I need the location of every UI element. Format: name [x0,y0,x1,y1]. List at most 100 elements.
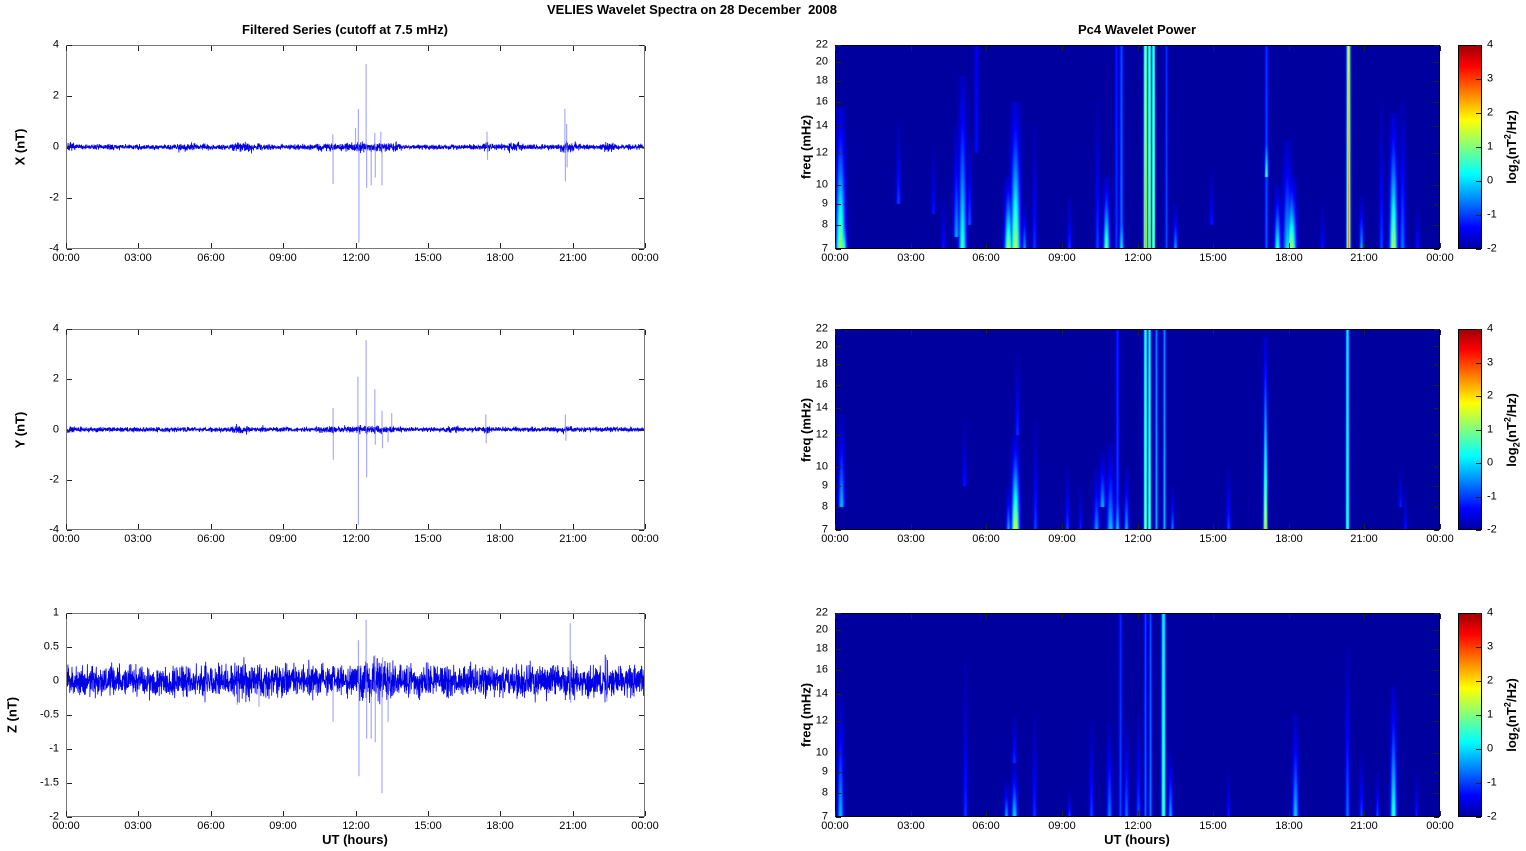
tick-mark [1062,524,1063,529]
x-tick-label: 00:00 [1426,252,1454,264]
colorbar-tick-label: 4 [1487,322,1494,335]
tick-mark [66,524,67,529]
tick-mark [1062,330,1063,335]
y-tick-label: -2 [49,473,59,486]
tick-mark [1476,783,1481,784]
colorbar-tick-label: 2 [1487,674,1494,687]
tick-mark [138,811,139,816]
x-tick-label: 18:00 [486,533,514,545]
x-tick-label: 00:00 [821,820,849,832]
tick-mark [67,749,72,750]
freq-tick-label: 12 [815,146,828,159]
left-column-title: Filtered Series (cutoff at 7.5 mHz) [242,22,448,37]
x-tick-label: 00:00 [52,533,80,545]
tick-mark [836,486,841,487]
tick-mark [283,46,284,51]
freq-tick-label: 8 [821,218,828,231]
colorbar-gradient [1458,329,1482,530]
tick-mark [1213,46,1214,51]
tick-mark [1434,329,1439,330]
tick-mark [1440,243,1441,248]
x-tick-label: 09:00 [269,252,297,264]
z-wavelet-spectrogram [835,613,1440,817]
tick-mark [1289,524,1290,529]
tick-mark [67,147,72,148]
tick-mark [573,524,574,529]
tick-mark [1434,530,1439,531]
x-tick-label: 06:00 [972,533,1000,545]
tick-mark [1476,430,1481,431]
x-tick-label: 18:00 [486,252,514,264]
tick-mark [1213,330,1214,335]
tick-mark [573,46,574,51]
x-tick-label: 00:00 [631,533,659,545]
tick-mark [1364,614,1365,619]
x-tick-label: 03:00 [124,533,152,545]
y-tick-label: 1 [52,606,59,619]
x-tick-label: 09:00 [1048,533,1076,545]
tick-mark [1440,811,1441,816]
x-tick-label: 12:00 [1124,820,1152,832]
tick-mark [67,379,72,380]
tick-mark [836,694,841,695]
tick-mark [836,249,841,250]
freq-tick-label: 8 [821,786,828,799]
tick-mark [836,753,841,754]
tick-mark [283,243,284,248]
tick-mark [1138,330,1139,335]
tick-mark [500,46,501,51]
tick-mark [1062,811,1063,816]
y-tick-label: 0 [52,140,59,153]
tick-mark [1434,81,1439,82]
colorbar-tick-label: 2 [1487,389,1494,402]
x-tick-label: 12:00 [1124,252,1152,264]
colorbar-tick-label: 0 [1487,174,1494,187]
x-tick-label: 00:00 [631,252,659,264]
tick-mark [835,243,836,248]
tick-mark [836,126,841,127]
tick-mark [1434,102,1439,103]
freq-tick-label: 22 [815,606,828,619]
freq-tick-label: 12 [815,714,828,727]
x-tick-label: 09:00 [269,533,297,545]
x-tick-label: 21:00 [1350,533,1378,545]
tick-mark [211,614,212,619]
tick-mark [1434,185,1439,186]
tick-mark [1434,62,1439,63]
freq-tick-label: 22 [815,322,828,335]
tick-mark [835,614,836,619]
colorbar-unit-label: log2(nT2/Hz) [1502,678,1522,752]
x-tick-label: 12:00 [342,533,370,545]
tick-mark [1440,524,1441,529]
tick-mark [1476,147,1481,148]
tick-mark [836,408,841,409]
x-tick-label: 15:00 [414,252,442,264]
freq-tick-label: 14 [815,401,828,414]
tick-mark [283,811,284,816]
tick-mark [836,793,841,794]
tick-mark [639,96,644,97]
x-tick-label: 21:00 [1350,252,1378,264]
freq-tick-label: 9 [821,765,828,778]
tick-mark [1476,681,1481,682]
tick-mark [1434,793,1439,794]
x-tick-label: 03:00 [124,252,152,264]
y-wavelet-spectrogram [835,329,1440,530]
x-tick-label: 00:00 [52,820,80,832]
tick-mark [911,524,912,529]
x-tick-label: 21:00 [559,533,587,545]
tick-mark [1476,79,1481,80]
freq-tick-label: 18 [815,642,828,655]
y-tick-label: 4 [52,322,59,335]
x-tick-label: 12:00 [342,820,370,832]
left-xlabel: UT (hours) [322,832,388,847]
freq-tick-label: 16 [815,95,828,108]
right-xlabel: UT (hours) [1104,832,1170,847]
tick-mark [1476,329,1481,330]
x-tick-label: 18:00 [1275,533,1303,545]
y-tick-label: 4 [52,38,59,51]
tick-mark [836,772,841,773]
tick-mark [1364,811,1365,816]
freq-tick-label: 22 [815,38,828,51]
